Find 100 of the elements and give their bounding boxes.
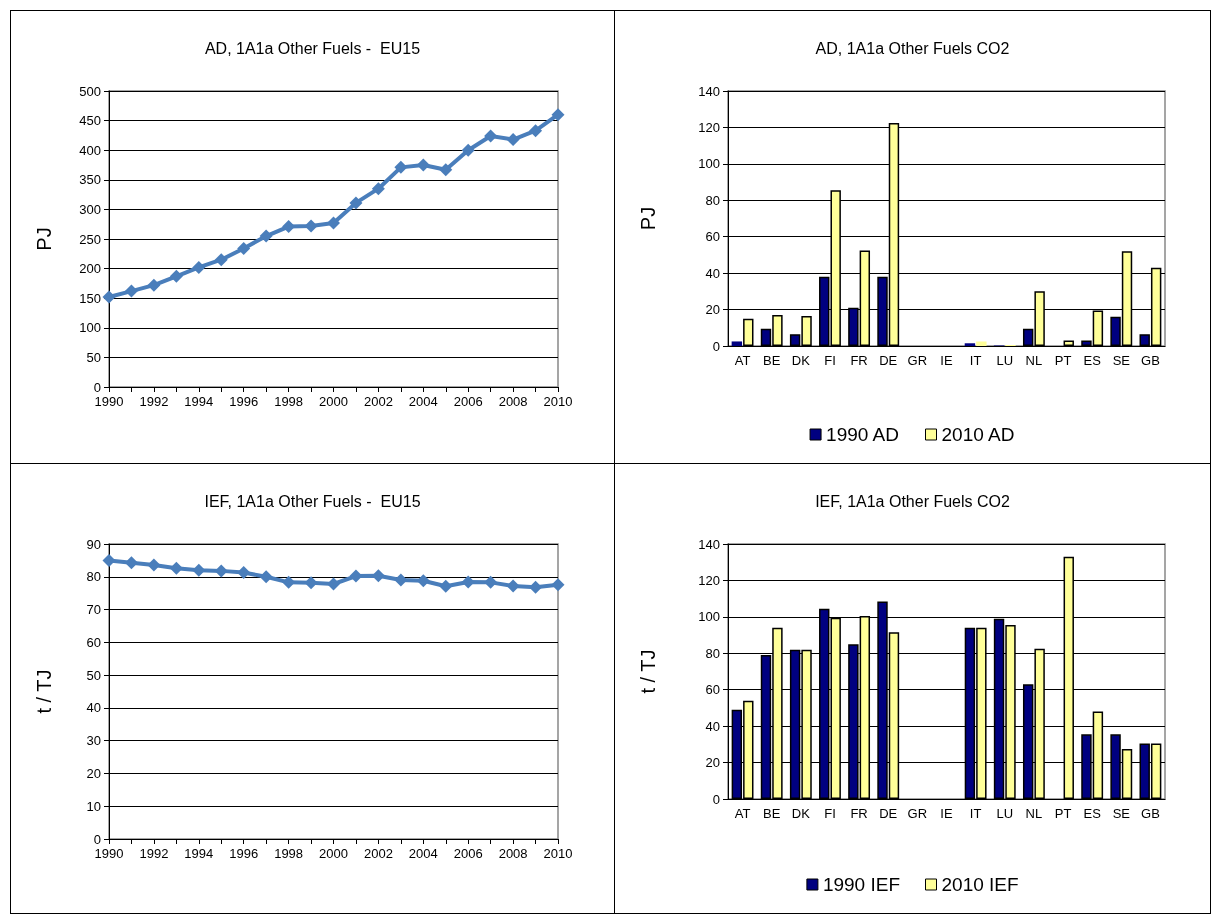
- x-tick-label: 2010: [543, 394, 573, 409]
- x-tick-label: 2002: [363, 846, 393, 861]
- point: [461, 143, 475, 157]
- point: [327, 577, 340, 591]
- point: [169, 561, 183, 575]
- point: [416, 158, 430, 172]
- y-axis-title: PJ: [33, 227, 55, 251]
- chart-title: IEF, 1A1a Other Fuels - EU15: [204, 492, 421, 510]
- x-tick-label: BE: [763, 353, 781, 368]
- x-tick-label: 2002: [363, 394, 393, 409]
- point: [237, 566, 251, 580]
- x-tick-label: LU: [996, 806, 1014, 821]
- point: [484, 575, 498, 589]
- y-tick-label: 20: [705, 302, 720, 318]
- x-tick-label: 2000: [319, 846, 348, 861]
- x-tick-label: FI: [824, 806, 836, 821]
- y-tick-label: 20: [86, 765, 101, 781]
- x-tick-label: 1998: [274, 846, 304, 861]
- point: [192, 260, 206, 274]
- y-tick-label: 300: [79, 201, 101, 217]
- point: [371, 569, 385, 583]
- y-tick-label: 100: [698, 609, 720, 625]
- y-tick-label: 20: [705, 755, 720, 771]
- y-tick-label: 80: [705, 192, 720, 208]
- x-tick-label: FR: [850, 353, 868, 368]
- point: [416, 574, 430, 588]
- chart-title: AD, 1A1a Other Fuels CO2: [815, 39, 1010, 57]
- x-tick-label: 1990: [94, 394, 124, 409]
- x-tick-label: 2008: [498, 394, 528, 409]
- y-tick-label: 0: [712, 338, 720, 354]
- y-tick-label: 50: [86, 349, 101, 365]
- x-tick-label: IE: [940, 353, 953, 368]
- chart-title: IEF, 1A1a Other Fuels CO2: [815, 492, 1010, 510]
- point: [102, 290, 116, 304]
- x-tick-label: LU: [996, 353, 1014, 368]
- point: [169, 269, 183, 283]
- x-tick-label: 2004: [408, 846, 438, 861]
- y-tick-label: 40: [705, 265, 720, 281]
- x-tick-label: GR: [907, 353, 928, 368]
- point: [214, 253, 228, 267]
- point: [237, 241, 251, 255]
- point: [259, 570, 273, 584]
- point: [394, 160, 408, 174]
- y-axis-title: t / TJ: [33, 669, 55, 714]
- y-tick-label: 140: [698, 83, 720, 99]
- point: [304, 576, 318, 590]
- y-tick-label: 80: [705, 645, 720, 661]
- x-tick-label: PT: [1054, 353, 1072, 368]
- x-tick-label: FI: [824, 353, 836, 368]
- point: [124, 556, 138, 570]
- y-tick-label: 120: [698, 572, 720, 588]
- y-tick-label: 200: [79, 261, 101, 277]
- point: [371, 182, 385, 196]
- point: [282, 575, 296, 589]
- x-tick-label: 1996: [229, 846, 259, 861]
- point: [484, 129, 498, 143]
- point: [461, 575, 475, 589]
- x-tick-label: SE: [1112, 353, 1131, 368]
- x-tick-label: DK: [791, 806, 811, 821]
- x-tick-label: IT: [969, 806, 982, 821]
- x-tick-label: IE: [940, 806, 953, 821]
- y-tick-label: 40: [86, 700, 101, 716]
- x-tick-label: SE: [1112, 806, 1131, 821]
- point: [529, 580, 543, 594]
- y-tick-label: 0: [93, 379, 101, 395]
- x-tick-label: 2010: [543, 846, 573, 861]
- y-tick-label: 100: [698, 156, 720, 172]
- y-tick-label: 60: [705, 229, 720, 245]
- point: [124, 284, 138, 298]
- point: [506, 133, 520, 147]
- point: [349, 569, 363, 583]
- point: [551, 578, 565, 592]
- x-tick-label: IT: [969, 353, 982, 368]
- x-tick-label: PT: [1054, 806, 1072, 821]
- y-tick-label: 350: [79, 172, 101, 188]
- point: [102, 553, 116, 567]
- point: [349, 196, 363, 210]
- y-tick-label: 60: [705, 682, 720, 698]
- x-tick-label: 2004: [408, 394, 438, 409]
- x-tick-label: ES: [1083, 806, 1102, 821]
- point: [327, 216, 340, 230]
- point: [192, 563, 206, 577]
- legend-label: 2010 AD: [941, 424, 1015, 445]
- x-tick-label: 1992: [139, 846, 169, 861]
- chart-title: AD, 1A1a Other Fuels - EU15: [204, 39, 421, 57]
- y-axis-title: PJ: [637, 206, 659, 231]
- y-tick-label: 400: [79, 142, 101, 158]
- x-tick-label: 1994: [184, 394, 214, 409]
- y-tick-label: 250: [79, 231, 101, 247]
- point: [551, 108, 565, 122]
- y-tick-label: 40: [705, 718, 720, 734]
- x-tick-label: DK: [791, 353, 811, 368]
- x-tick-label: 1996: [229, 394, 259, 409]
- point: [214, 564, 228, 578]
- y-tick-label: 500: [79, 83, 101, 99]
- point: [506, 579, 520, 593]
- legend-label: 1990 IEF: [822, 874, 901, 895]
- bar: [976, 341, 987, 346]
- y-tick-label: 0: [712, 791, 720, 807]
- point: [147, 278, 161, 292]
